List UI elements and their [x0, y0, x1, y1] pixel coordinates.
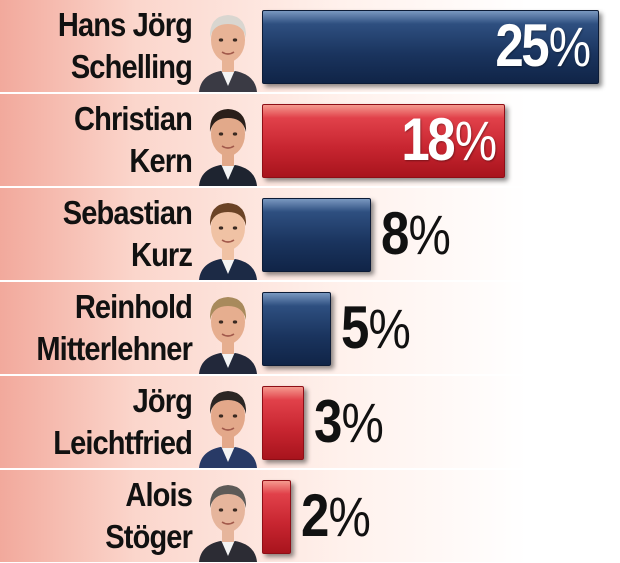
- category-label: Alois Stöger: [105, 476, 193, 555]
- data-label-unit: %: [408, 203, 451, 266]
- person-portrait-icon: [199, 109, 257, 186]
- person-portrait-icon: [199, 485, 257, 562]
- bar: [262, 386, 304, 460]
- data-label: 8%: [381, 196, 451, 272]
- data-label: 25%: [495, 8, 592, 84]
- data-label-value: 3: [314, 388, 342, 455]
- data-label-unit: %: [328, 485, 371, 548]
- bar: [262, 198, 371, 272]
- data-label-value: 25: [495, 12, 550, 79]
- data-label: 18%: [401, 102, 498, 178]
- bar-row: Reinhold Mitterlehner 5%: [0, 282, 620, 374]
- category-label: Jörg Leichtfried: [53, 382, 193, 461]
- category-label: Christian Kern: [74, 100, 193, 179]
- data-label-unit: %: [549, 15, 591, 78]
- bar: [262, 104, 505, 178]
- data-label-value: 8: [381, 200, 409, 267]
- bar-row: Sebastian Kurz 8%: [0, 188, 620, 280]
- person-portrait-icon: [199, 297, 257, 374]
- data-label-unit: %: [368, 297, 411, 360]
- person-portrait-icon: [199, 391, 257, 468]
- bar-row: Jörg Leichtfried 3%: [0, 376, 620, 468]
- bar: [262, 480, 291, 554]
- category-label: Sebastian Kurz: [62, 194, 193, 273]
- bar: [262, 292, 331, 366]
- data-label: 5%: [341, 290, 411, 366]
- person-portrait-icon: [199, 203, 257, 280]
- category-label: Reinhold Mitterlehner: [36, 288, 193, 367]
- data-label: 2%: [301, 478, 371, 554]
- data-label-unit: %: [455, 109, 497, 172]
- data-label: 3%: [314, 384, 384, 460]
- bar-row: Christian Kern 18%: [0, 94, 620, 186]
- bar-row: Hans Jörg Schelling 25%: [0, 0, 620, 92]
- data-label-value: 5: [341, 294, 369, 361]
- bar: [262, 10, 599, 84]
- data-label-value: 2: [301, 482, 329, 549]
- bar-row: Alois Stöger 2%: [0, 470, 620, 562]
- person-portrait-icon: [199, 15, 257, 92]
- data-label-value: 18: [401, 106, 456, 173]
- category-label: Hans Jörg Schelling: [57, 6, 193, 85]
- data-label-unit: %: [341, 391, 384, 454]
